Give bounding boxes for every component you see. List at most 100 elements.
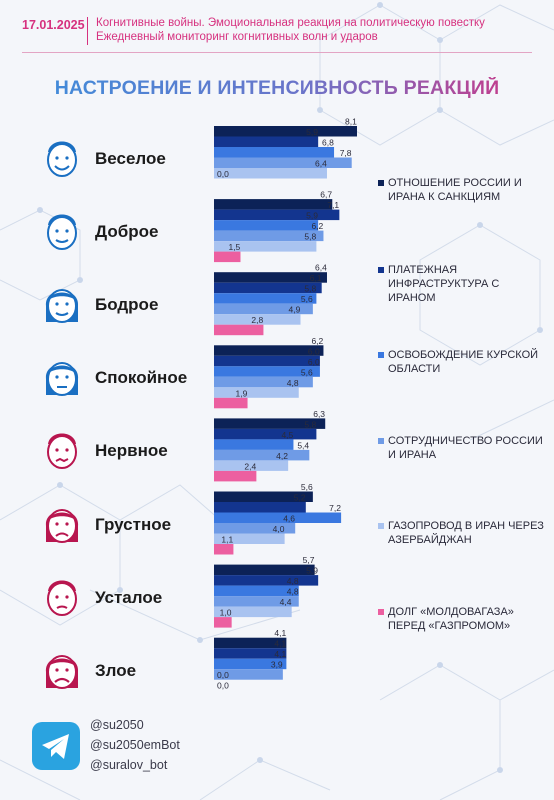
bar-group-2: 6,46,15,85,64,9 2,8	[214, 263, 327, 336]
data-label: 5,6	[301, 367, 313, 377]
data-label: 5,9	[306, 127, 318, 137]
bar	[214, 428, 317, 440]
data-label: 5,8	[304, 284, 316, 294]
data-label: 4,4	[280, 597, 292, 607]
bar	[214, 241, 317, 252]
bar-group-1: 6,77,1 5,96,25,8 1,5	[214, 190, 339, 263]
bar	[214, 355, 320, 367]
data-label: 4,6	[283, 514, 295, 524]
legend-label: ГАЗОПРОВОД В ИРАН ЧЕРЕЗ АЗЕРБАЙДЖАН	[388, 520, 544, 546]
bar	[214, 293, 317, 304]
bar	[214, 491, 313, 502]
data-label: 8,1	[345, 117, 357, 127]
data-label: 4,8	[287, 378, 299, 388]
calm-face-icon	[45, 362, 79, 397]
bar	[214, 157, 352, 168]
mood-label: Усталое	[95, 587, 163, 607]
bar	[214, 449, 310, 461]
bar	[214, 637, 287, 649]
bar	[214, 523, 296, 534]
data-label: 1,0	[220, 608, 232, 618]
bar-group-0: 8,1 5,9 6,8 7,8 6,4 0,0	[214, 117, 357, 179]
data-label: 6,3	[313, 409, 325, 419]
bar-group-3: 6,26,06,05,64,81,9	[214, 336, 324, 409]
sad-face-icon	[45, 508, 79, 543]
chart-title: НАСТРОЕНИЕ И ИНТЕНСИВНОСТЬ РЕАКЦИЙ	[0, 77, 554, 100]
header: 17.01.2025 Когнитивные войны. Эмоциональ…	[0, 0, 554, 52]
bar	[214, 209, 340, 221]
legend-swatch	[378, 438, 384, 444]
handle-su2050embot[interactable]: @su2050emBot	[90, 738, 180, 752]
header-separator	[87, 17, 88, 45]
kind-face-icon	[47, 214, 77, 251]
bar	[214, 470, 257, 482]
bar	[214, 575, 319, 586]
bar-group-7: 4,14,14,13,90,00,0	[214, 628, 286, 691]
data-label: 4,5	[281, 430, 293, 440]
data-label: 4,1	[274, 649, 286, 659]
bar	[214, 147, 335, 158]
data-label: 4,8	[287, 587, 299, 597]
footer: @su2050 @su2050emBot @suralov_bot	[32, 718, 332, 778]
data-label: 6,2	[311, 221, 323, 231]
bar	[214, 314, 301, 325]
bar	[214, 512, 342, 523]
bar	[214, 324, 264, 336]
bar	[214, 617, 232, 628]
bar	[214, 376, 313, 388]
data-label: 6,2	[311, 336, 323, 346]
bar-group-6: 5,75,94,84,84,41,0	[214, 555, 318, 628]
mood-label: Бодрое	[95, 295, 159, 315]
data-label: 4,9	[289, 305, 301, 315]
data-label: 5,4	[297, 440, 309, 450]
legend-swatch	[378, 523, 384, 529]
bar	[214, 136, 319, 147]
data-label: 5,9	[306, 566, 318, 576]
bar	[214, 282, 322, 294]
mood-label: Доброе	[95, 222, 159, 242]
telegram-icon[interactable]	[32, 722, 80, 770]
bar	[214, 533, 285, 544]
bar	[214, 168, 327, 179]
data-label: 6,7	[320, 190, 332, 200]
data-label: 0,0	[217, 670, 229, 680]
data-label: 0,0	[217, 169, 229, 179]
data-label: 1,5	[228, 242, 240, 252]
data-label: 2,4	[244, 461, 256, 471]
handle-suralov-bot[interactable]: @suralov_bot	[90, 758, 168, 772]
data-label: 5,8	[304, 419, 316, 429]
report-date: 17.01.2025	[22, 18, 85, 32]
angry-face-icon	[45, 654, 79, 689]
handle-su2050[interactable]: @su2050	[90, 718, 144, 732]
data-label: 7,1	[327, 200, 339, 210]
legend-label: ОТНОШЕНИЕ РОССИИ И ИРАНА К САНКЦИЯМ	[388, 177, 522, 203]
bar	[214, 439, 294, 450]
data-label: 4,2	[276, 451, 288, 461]
data-label: 1,9	[236, 388, 248, 398]
bar	[214, 126, 357, 137]
data-label: 6,0	[308, 346, 320, 356]
header-subtitle: Ежедневный мониторинг когнитивных волн и…	[96, 31, 378, 43]
bar	[214, 397, 248, 409]
data-label: 2,8	[251, 315, 263, 325]
data-label: 4,1	[274, 639, 286, 649]
data-label: 5,6	[301, 482, 313, 492]
bar	[214, 544, 234, 555]
data-label: 6,4	[315, 159, 327, 169]
cheerful-face-icon	[45, 289, 79, 324]
bar	[214, 564, 315, 576]
bar	[214, 387, 299, 398]
data-label: 5,7	[303, 555, 315, 565]
bar	[214, 230, 324, 242]
bar	[214, 648, 287, 659]
data-label: 5,6	[301, 294, 313, 304]
mood-label: Нервное	[95, 441, 168, 461]
mood-label: Веселое	[95, 149, 166, 168]
bar-group-4: 6,35,8 4,5 5,4 4,2 2,4	[214, 409, 325, 482]
data-label: 4,8	[287, 576, 299, 586]
bar	[214, 345, 324, 356]
bar	[214, 596, 299, 607]
bar	[214, 418, 326, 429]
